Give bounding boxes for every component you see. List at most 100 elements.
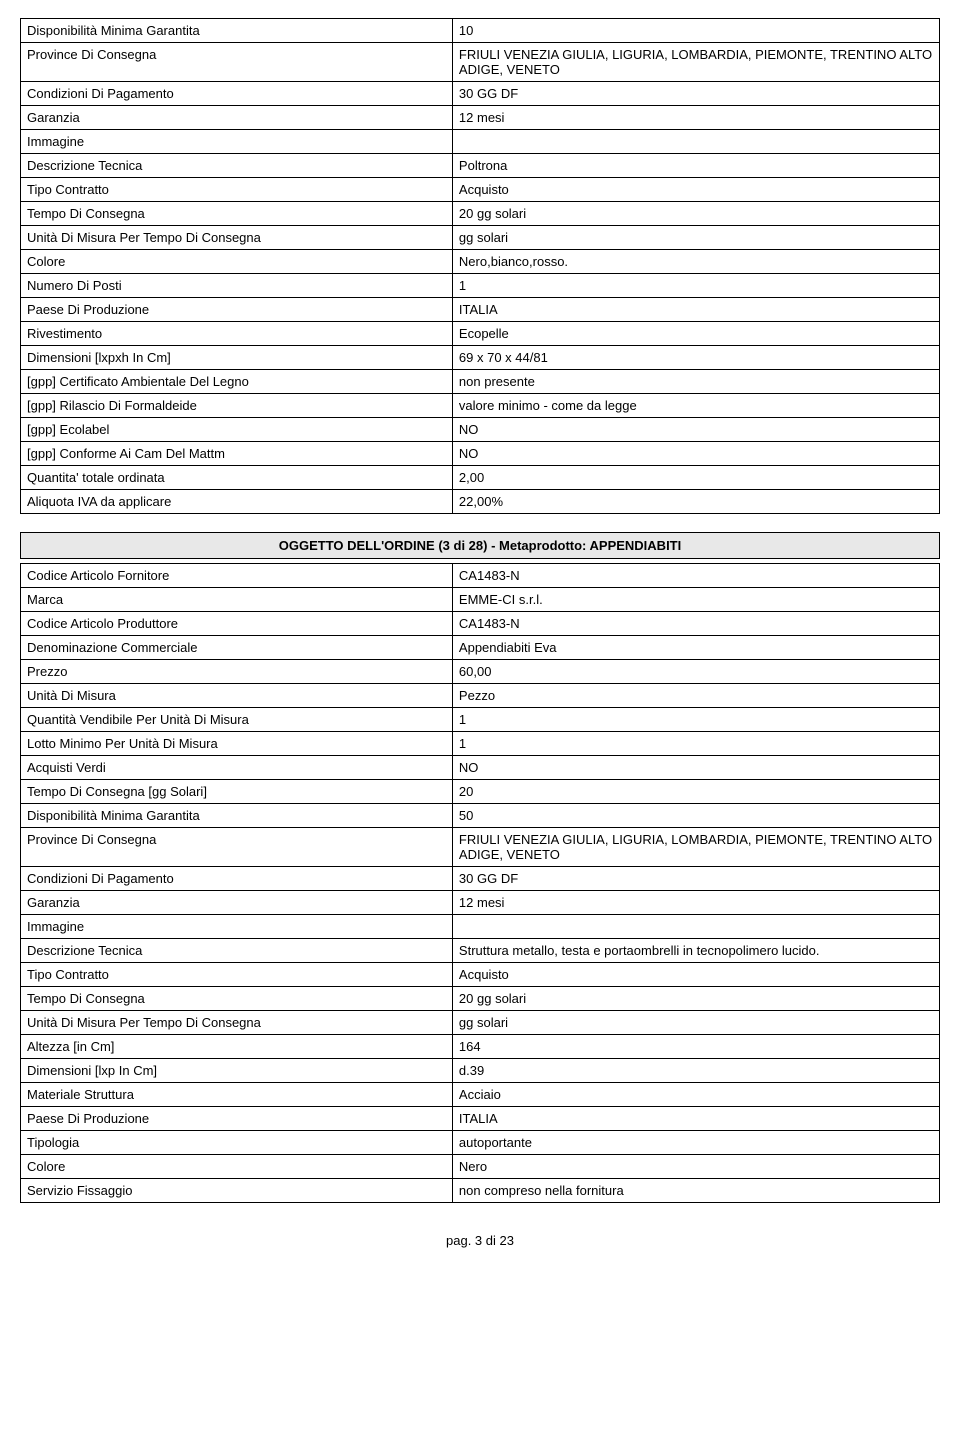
table-row: Aliquota IVA da applicare22,00%	[21, 490, 940, 514]
table-row: Condizioni Di Pagamento30 GG DF	[21, 867, 940, 891]
row-label: Tempo Di Consegna	[21, 987, 453, 1011]
table-row: ColoreNero,bianco,rosso.	[21, 250, 940, 274]
row-value: NO	[452, 442, 939, 466]
row-label: Unità Di Misura Per Tempo Di Consegna	[21, 226, 453, 250]
row-label: Tipo Contratto	[21, 963, 453, 987]
row-value: gg solari	[452, 226, 939, 250]
row-value: 12 mesi	[452, 891, 939, 915]
row-label: [gpp] Rilascio Di Formaldeide	[21, 394, 453, 418]
row-label: Dimensioni [lxpxh In Cm]	[21, 346, 453, 370]
row-label: Tipologia	[21, 1131, 453, 1155]
row-value: valore minimo - come da legge	[452, 394, 939, 418]
row-value: 20	[452, 780, 939, 804]
table-row: Tipologiaautoportante	[21, 1131, 940, 1155]
row-value: 2,00	[452, 466, 939, 490]
row-label: Servizio Fissaggio	[21, 1179, 453, 1203]
table-row: Tempo Di Consegna20 gg solari	[21, 202, 940, 226]
row-label: Dimensioni [lxp In Cm]	[21, 1059, 453, 1083]
row-value: gg solari	[452, 1011, 939, 1035]
page-footer: pag. 3 di 23	[20, 1233, 940, 1248]
table-row: Dimensioni [lxpxh In Cm]69 x 70 x 44/81	[21, 346, 940, 370]
table-row: [gpp] EcolabelNO	[21, 418, 940, 442]
row-label: Codice Articolo Fornitore	[21, 564, 453, 588]
row-value: Appendiabiti Eva	[452, 636, 939, 660]
row-label: Materiale Struttura	[21, 1083, 453, 1107]
row-value: Pezzo	[452, 684, 939, 708]
table-row: Acquisti VerdiNO	[21, 756, 940, 780]
table-row: Lotto Minimo Per Unità Di Misura1	[21, 732, 940, 756]
row-value: EMME-CI s.r.l.	[452, 588, 939, 612]
table-row: Denominazione CommercialeAppendiabiti Ev…	[21, 636, 940, 660]
row-label: Altezza [in Cm]	[21, 1035, 453, 1059]
row-value: Acquisto	[452, 963, 939, 987]
row-value: non presente	[452, 370, 939, 394]
row-label: Tipo Contratto	[21, 178, 453, 202]
table-row: [gpp] Rilascio Di Formaldeidevalore mini…	[21, 394, 940, 418]
row-label: Descrizione Tecnica	[21, 154, 453, 178]
row-label: Unità Di Misura	[21, 684, 453, 708]
row-label: Disponibilità Minima Garantita	[21, 804, 453, 828]
table-row: Prezzo60,00	[21, 660, 940, 684]
row-value: 1	[452, 274, 939, 298]
row-label: Garanzia	[21, 891, 453, 915]
row-label: Immagine	[21, 130, 453, 154]
table-row: Unità Di Misura Per Tempo Di Consegnagg …	[21, 226, 940, 250]
row-label: Condizioni Di Pagamento	[21, 867, 453, 891]
row-label: [gpp] Certificato Ambientale Del Legno	[21, 370, 453, 394]
row-label: Descrizione Tecnica	[21, 939, 453, 963]
table-row: Immagine	[21, 915, 940, 939]
row-label: Lotto Minimo Per Unità Di Misura	[21, 732, 453, 756]
table-row: Garanzia12 mesi	[21, 106, 940, 130]
row-label: Aliquota IVA da applicare	[21, 490, 453, 514]
row-value: 22,00%	[452, 490, 939, 514]
row-value: 30 GG DF	[452, 82, 939, 106]
row-label: Denominazione Commerciale	[21, 636, 453, 660]
table-row: Province Di ConsegnaFRIULI VENEZIA GIULI…	[21, 43, 940, 82]
row-value: NO	[452, 756, 939, 780]
table-row: Descrizione TecnicaStruttura metallo, te…	[21, 939, 940, 963]
row-value: ITALIA	[452, 1107, 939, 1131]
row-label: Immagine	[21, 915, 453, 939]
table-row: Tipo ContrattoAcquisto	[21, 963, 940, 987]
row-value: Struttura metallo, testa e portaombrelli…	[452, 939, 939, 963]
row-value: 30 GG DF	[452, 867, 939, 891]
row-label: Prezzo	[21, 660, 453, 684]
table-row: RivestimentoEcopelle	[21, 322, 940, 346]
table-row: Garanzia12 mesi	[21, 891, 940, 915]
spec-table-2: Codice Articolo FornitoreCA1483-NMarcaEM…	[20, 563, 940, 1203]
row-value: 50	[452, 804, 939, 828]
table-row: Tempo Di Consegna [gg Solari]20	[21, 780, 940, 804]
row-value: 69 x 70 x 44/81	[452, 346, 939, 370]
row-label: [gpp] Conforme Ai Cam Del Mattm	[21, 442, 453, 466]
table-row: Codice Articolo ProduttoreCA1483-N	[21, 612, 940, 636]
row-value: 12 mesi	[452, 106, 939, 130]
table-row: Immagine	[21, 130, 940, 154]
row-value: 1	[452, 732, 939, 756]
table-row: Dimensioni [lxp In Cm]d.39	[21, 1059, 940, 1083]
row-value: FRIULI VENEZIA GIULIA, LIGURIA, LOMBARDI…	[452, 43, 939, 82]
table-row: Altezza [in Cm]164	[21, 1035, 940, 1059]
table-row: Tipo ContrattoAcquisto	[21, 178, 940, 202]
row-label: [gpp] Ecolabel	[21, 418, 453, 442]
row-value: 60,00	[452, 660, 939, 684]
row-label: Garanzia	[21, 106, 453, 130]
table-row: Materiale StrutturaAcciaio	[21, 1083, 940, 1107]
table-row: Province Di ConsegnaFRIULI VENEZIA GIULI…	[21, 828, 940, 867]
table-row: Tempo Di Consegna20 gg solari	[21, 987, 940, 1011]
table-row: Servizio Fissaggionon compreso nella for…	[21, 1179, 940, 1203]
row-label: Colore	[21, 250, 453, 274]
table-row: Quantità Vendibile Per Unità Di Misura1	[21, 708, 940, 732]
row-label: Disponibilità Minima Garantita	[21, 19, 453, 43]
row-value: FRIULI VENEZIA GIULIA, LIGURIA, LOMBARDI…	[452, 828, 939, 867]
row-value: Ecopelle	[452, 322, 939, 346]
table-row: Disponibilità Minima Garantita50	[21, 804, 940, 828]
row-value: CA1483-N	[452, 612, 939, 636]
row-label: Paese Di Produzione	[21, 298, 453, 322]
row-label: Rivestimento	[21, 322, 453, 346]
row-label: Quantità Vendibile Per Unità Di Misura	[21, 708, 453, 732]
row-value: Acquisto	[452, 178, 939, 202]
row-label: Tempo Di Consegna	[21, 202, 453, 226]
row-value: 1	[452, 708, 939, 732]
row-label: Unità Di Misura Per Tempo Di Consegna	[21, 1011, 453, 1035]
table-row: Quantita' totale ordinata2,00	[21, 466, 940, 490]
